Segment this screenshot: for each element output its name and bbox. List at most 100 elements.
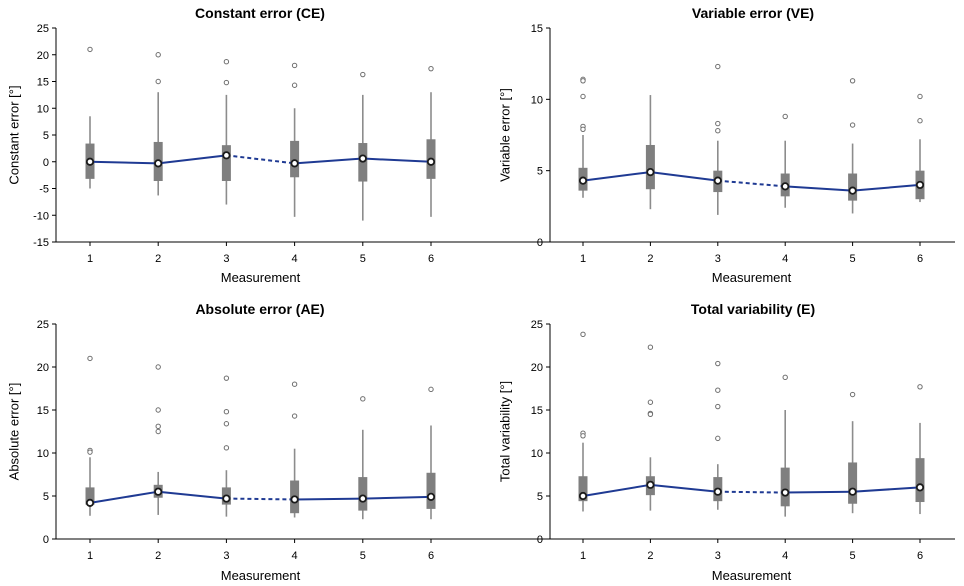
median-point <box>426 157 436 166</box>
median-point <box>85 157 95 166</box>
x-axis-label: Measurement <box>221 270 301 285</box>
y-tick-label: 20 <box>531 362 543 374</box>
box-6 <box>426 65 436 217</box>
box-5 <box>358 396 368 520</box>
median-point <box>713 487 722 496</box>
y-tick-label: 10 <box>531 94 543 106</box>
outlier-point <box>715 387 721 393</box>
box-4 <box>780 374 790 517</box>
outlier-point <box>715 120 721 127</box>
y-tick-label: 5 <box>43 130 49 142</box>
y-tick-label: -10 <box>33 210 49 222</box>
median-point <box>426 492 436 501</box>
box-1 <box>578 331 588 512</box>
box-1 <box>85 46 95 189</box>
median-point <box>290 159 299 168</box>
y-tick-label: 10 <box>531 448 543 460</box>
chart-title: Constant error (CE) <box>195 5 325 21</box>
x-tick-label: 1 <box>580 550 586 562</box>
median-point <box>154 159 163 168</box>
x-tick-label: 5 <box>360 253 366 265</box>
median-segment <box>362 495 432 500</box>
y-axis-label: Total variability [°] <box>498 381 513 482</box>
median-segment <box>362 157 432 163</box>
outlier-point <box>291 413 298 419</box>
y-tick-label: 10 <box>37 448 49 460</box>
median-segment <box>582 483 651 497</box>
median-point <box>154 487 163 496</box>
median-segment <box>650 171 718 182</box>
iqr-box <box>645 144 655 190</box>
outlier-point <box>360 396 366 402</box>
x-tick-label: 4 <box>782 550 788 562</box>
y-tick-label: 0 <box>43 157 49 169</box>
x-axis-label: Measurement <box>221 568 301 583</box>
x-tick-label: 4 <box>782 253 788 265</box>
y-tick-label: 0 <box>537 534 543 546</box>
y-tick-label: 5 <box>43 491 49 503</box>
outlier-point <box>155 423 161 430</box>
iqr-box <box>848 462 858 504</box>
y-tick-label: 5 <box>537 491 543 503</box>
median-point <box>578 176 588 185</box>
median-point <box>781 182 790 191</box>
median-point <box>781 488 790 497</box>
y-tick-label: 15 <box>37 405 49 417</box>
median-segment <box>852 183 921 192</box>
y-tick-label: 25 <box>37 23 49 35</box>
outlier-point <box>223 375 230 381</box>
box-6 <box>915 384 925 515</box>
outlier-point <box>223 409 230 415</box>
box-4 <box>290 62 300 217</box>
box-3 <box>221 59 231 205</box>
y-tick-label: 15 <box>531 405 543 417</box>
outlier-point <box>223 59 230 65</box>
median-point <box>915 180 925 190</box>
outlier-point <box>155 428 161 435</box>
outlier-point <box>223 79 230 86</box>
chart-panel-1: Constant error (CE)-15-10-50510152025Con… <box>7 5 955 285</box>
median-point <box>713 176 722 185</box>
box-5 <box>848 391 858 514</box>
x-axis-label: Measurement <box>712 568 792 583</box>
y-tick-label: 0 <box>537 237 543 249</box>
outlier-point <box>647 399 654 405</box>
median-point <box>848 186 857 195</box>
outlier-point <box>87 46 93 53</box>
x-tick-label: 5 <box>850 253 856 265</box>
outlier-point <box>715 403 721 410</box>
box-2 <box>153 52 163 196</box>
y-axis-label: Variable error [°] <box>498 88 513 182</box>
iqr-box <box>358 477 368 511</box>
outlier-point <box>580 433 586 439</box>
outlier-point <box>87 355 93 362</box>
iqr-box <box>578 476 588 502</box>
outlier-point <box>580 93 586 100</box>
median-segment-dashed <box>717 179 786 188</box>
box-4 <box>780 113 790 208</box>
outlier-point <box>428 65 434 72</box>
y-tick-label: 15 <box>531 23 543 35</box>
outlier-point <box>87 449 93 455</box>
outlier-point <box>580 126 586 132</box>
outlier-point <box>715 360 721 367</box>
x-tick-label: 2 <box>647 253 653 265</box>
median-point <box>85 498 95 507</box>
outlier-point <box>223 445 230 451</box>
iqr-box <box>426 472 436 509</box>
median-point <box>358 494 367 503</box>
iqr-box <box>290 140 300 178</box>
median-segment <box>294 157 363 165</box>
median-point <box>848 487 857 496</box>
outlier-point <box>428 386 434 393</box>
iqr-box <box>221 145 231 182</box>
x-tick-label: 6 <box>917 550 923 562</box>
x-tick-label: 6 <box>428 550 434 562</box>
outlier-point <box>291 62 298 69</box>
outlier-point <box>360 71 366 78</box>
median-segment <box>852 486 921 493</box>
y-tick-label: 15 <box>37 77 49 89</box>
